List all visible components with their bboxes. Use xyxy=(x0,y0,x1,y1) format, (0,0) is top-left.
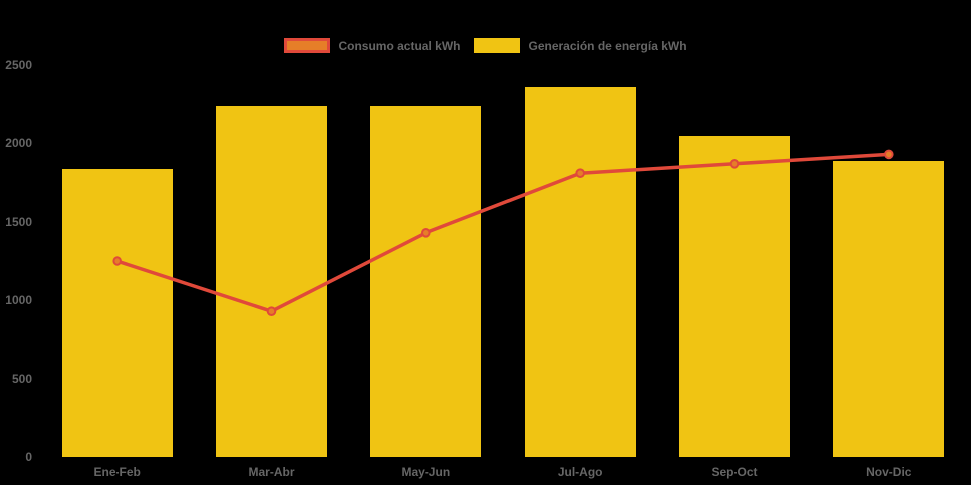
line-point-jul-ago[interactable] xyxy=(575,168,586,178)
consumo-actual-line-layer xyxy=(112,149,894,316)
y-tick-label-2500: 2500 xyxy=(5,58,32,72)
y-tick-label-0: 0 xyxy=(25,450,32,464)
y-tick-label-1500: 1500 xyxy=(5,214,32,229)
x-tick-label-may-jun: May-Jun xyxy=(401,465,451,479)
bar-nov-dic[interactable] xyxy=(833,160,945,457)
bar-may-jun[interactable] xyxy=(370,105,482,457)
line-point-ene-feb[interactable] xyxy=(112,256,122,266)
line-point-nov-dic[interactable] xyxy=(884,149,894,160)
x-tick-label-nov-dic: Nov-Dic xyxy=(866,465,912,479)
bar-jul-ago[interactable] xyxy=(524,86,636,457)
x-axis: Ene-Feb Mar-Abr May-Jun Jul-Ago Sep-Oct Nov-D… xyxy=(40,465,966,483)
legend-item-consumo-actual[interactable]: Consumo actual kWh xyxy=(284,38,460,53)
y-tick-label-1000: 1000 xyxy=(5,293,32,308)
line-point-mar-abr[interactable] xyxy=(266,306,277,316)
line-point-may-jun[interactable] xyxy=(421,228,431,238)
x-tick-label-mar-abr: Mar-Abr xyxy=(248,465,295,479)
consumo-actual-line xyxy=(115,152,891,313)
plot-area xyxy=(40,65,966,457)
legend-label-generacion-energia: Generación de energía kWh xyxy=(528,38,687,53)
x-tick-label-ene-feb: Ene-Feb xyxy=(93,465,141,479)
bar-sep-oct[interactable] xyxy=(679,135,790,457)
generacion-energia-legend-swatch xyxy=(474,38,521,53)
consumo-actual-legend-swatch xyxy=(284,38,331,53)
y-tick-label-500: 500 xyxy=(11,371,32,386)
legend-label-consumo-actual: Consumo actual kWh xyxy=(338,38,461,53)
bar-ene-feb[interactable] xyxy=(61,168,173,457)
x-tick-label-sep-oct: Sep-Oct xyxy=(711,465,758,479)
legend-item-generacion-energia[interactable]: Generación de energía kWh xyxy=(474,38,687,53)
y-axis: 0 500 1000 1500 2000 2500 xyxy=(0,58,32,464)
y-tick-label-2000: 2000 xyxy=(5,136,32,151)
line-point-sep-oct[interactable] xyxy=(729,159,740,169)
chart-legend: Consumo actual kWh Generación de energía… xyxy=(0,38,971,53)
x-tick-label-jul-ago: Jul-Ago xyxy=(557,465,603,479)
bar-mar-abr[interactable] xyxy=(216,105,327,457)
